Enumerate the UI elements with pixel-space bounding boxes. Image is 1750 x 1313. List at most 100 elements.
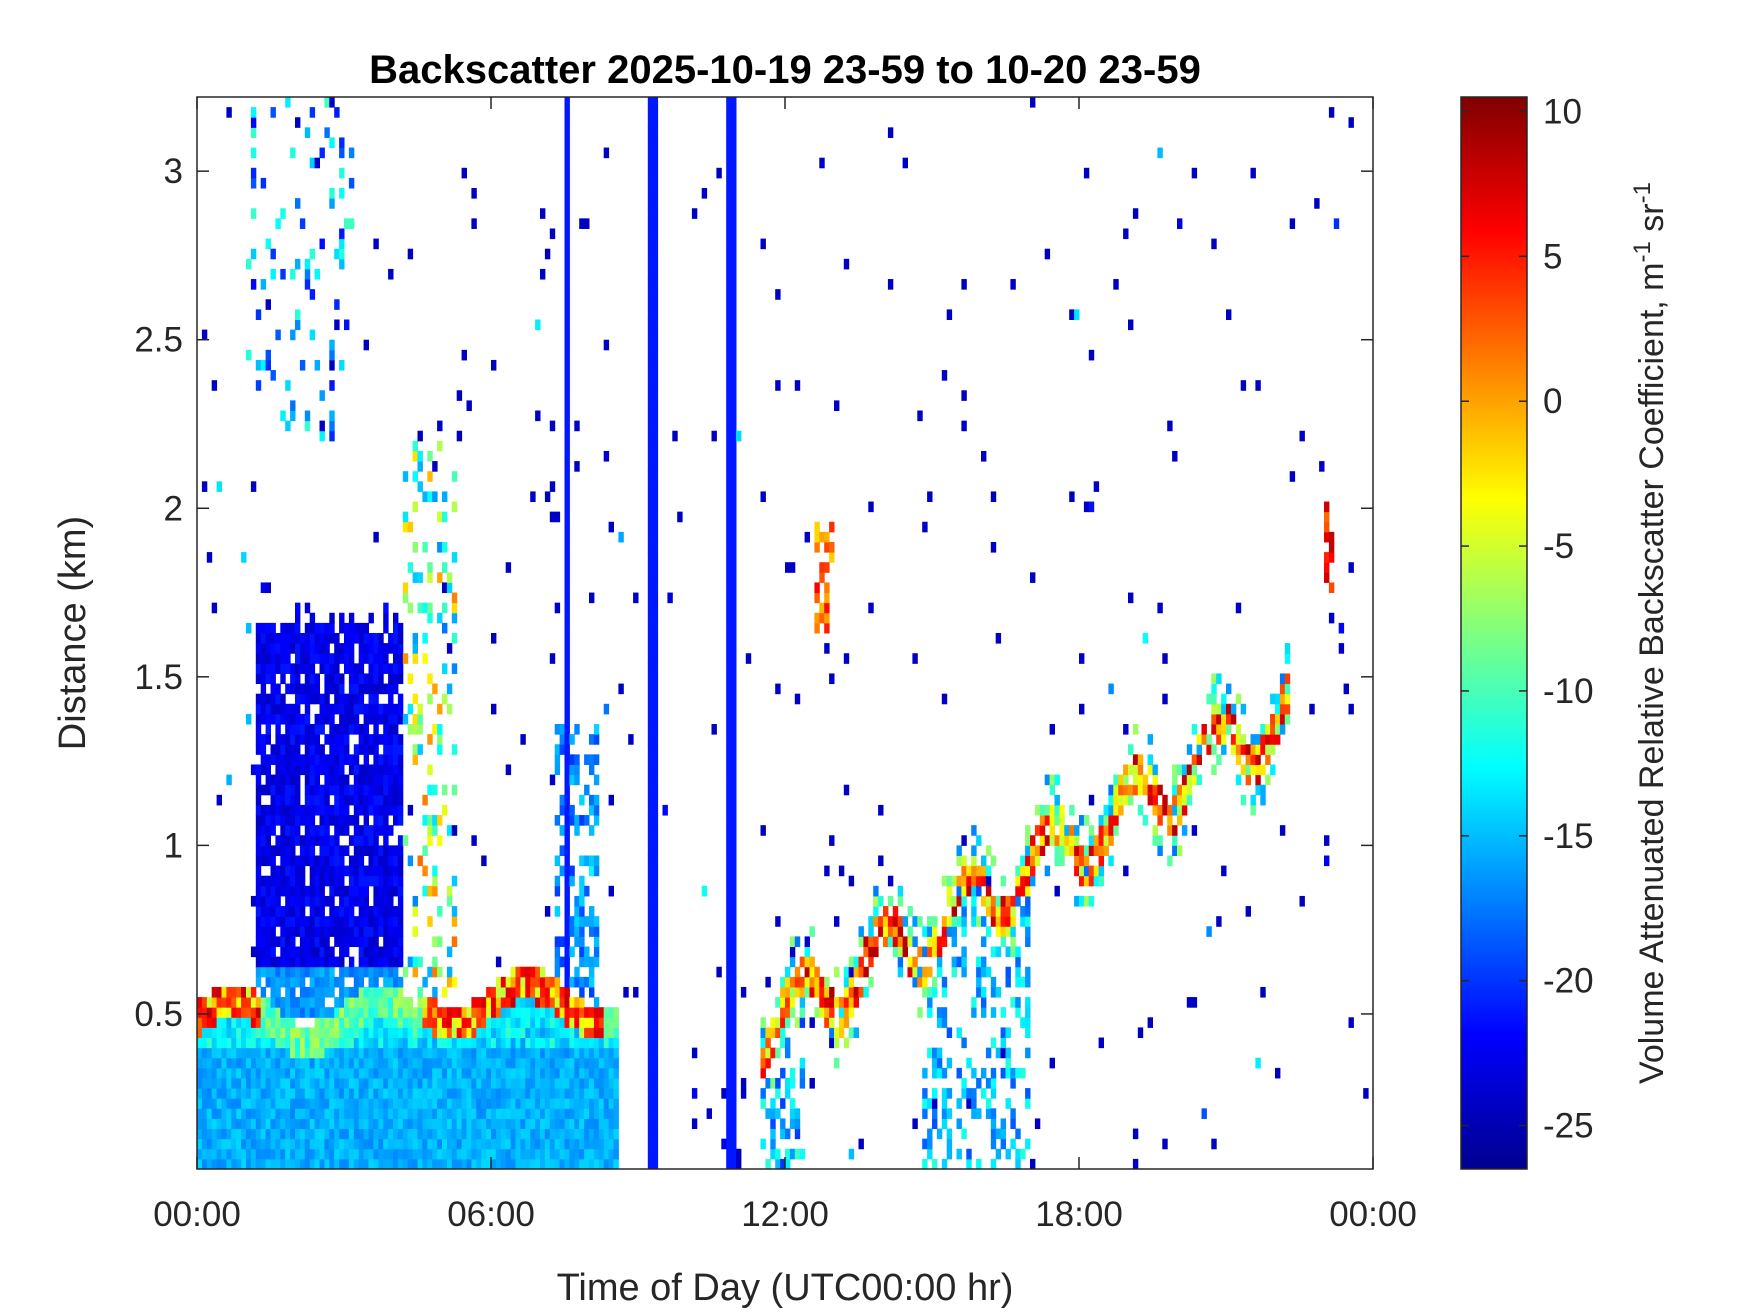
heatmap-cell (530, 1098, 536, 1109)
heatmap-cell (726, 309, 732, 320)
heatmap-cell (760, 491, 766, 503)
heatmap-cell (329, 1108, 335, 1119)
heatmap-cell (402, 521, 409, 533)
heatmap-cell (241, 1007, 247, 1018)
heatmap-cell (319, 1037, 325, 1049)
heatmap-cell (412, 1057, 418, 1069)
heatmap-cell (711, 724, 717, 735)
heatmap-cell (383, 734, 389, 745)
heatmap-cell (731, 1118, 737, 1130)
heatmap-cell (564, 1088, 570, 1099)
heatmap-cell (353, 1088, 360, 1099)
heatmap-cell (608, 1158, 614, 1169)
heatmap-cell (216, 986, 222, 998)
heatmap-cell (544, 1007, 551, 1018)
heatmap-cell (1049, 815, 1055, 826)
heatmap-cell (285, 916, 291, 927)
heatmap-cell (1000, 1067, 1006, 1079)
heatmap-cell (427, 1148, 433, 1160)
heatmap-cell (368, 1017, 374, 1028)
heatmap-cell (1005, 906, 1011, 917)
heatmap-cell (407, 562, 414, 573)
heatmap-cell (731, 167, 737, 179)
heatmap-cell (569, 1138, 575, 1150)
heatmap-cell (564, 390, 570, 401)
heatmap-cell (319, 794, 325, 806)
heatmap-cell (368, 734, 374, 745)
heatmap-cell (339, 1098, 345, 1109)
heatmap-cell (799, 1067, 806, 1079)
heatmap-cell (530, 1148, 536, 1160)
heatmap-cell (319, 420, 325, 432)
heatmap-cell (393, 1027, 399, 1039)
heatmap-cell (652, 1098, 659, 1109)
heatmap-cell (280, 653, 286, 664)
heatmap-cell (270, 825, 276, 836)
heatmap-cell (412, 1098, 418, 1109)
heatmap-cell (1250, 794, 1256, 806)
heatmap-cell (246, 1108, 252, 1119)
heatmap-cell (647, 1047, 654, 1059)
heatmap-cell (564, 1138, 570, 1150)
heatmap-cell (378, 1128, 384, 1140)
heatmap-cell (456, 430, 463, 442)
heatmap-cell (393, 936, 399, 948)
heatmap-cell (260, 1128, 267, 1140)
heatmap-cell (393, 744, 399, 755)
heatmap-cell (652, 218, 659, 229)
heatmap-cell (206, 1158, 213, 1169)
heatmap-cell (564, 1057, 570, 1069)
heatmap-cell (589, 1138, 595, 1150)
heatmap-cell (770, 1108, 776, 1119)
heatmap-cell (647, 582, 654, 594)
heatmap-cell (564, 956, 570, 968)
heatmap-cell (731, 582, 737, 594)
heatmap-cell (603, 1067, 610, 1079)
heatmap-cell (662, 804, 668, 816)
heatmap-cell (520, 1098, 526, 1109)
heatmap-cell (491, 1118, 497, 1130)
heatmap-cell (388, 268, 394, 280)
heatmap-cell (927, 926, 933, 937)
heatmap-cell (466, 1067, 472, 1079)
heatmap-cell (520, 1128, 526, 1140)
heatmap-cell (397, 1128, 404, 1140)
heatmap-cell (373, 713, 379, 725)
heatmap-cell (981, 986, 987, 998)
heatmap-cell (932, 1098, 938, 1109)
heatmap-cell (652, 602, 659, 614)
heatmap-cell (976, 835, 982, 846)
heatmap-cell (373, 875, 379, 887)
heatmap-cell (574, 1118, 580, 1130)
heatmap-cell (1147, 764, 1153, 776)
heatmap-cell (1245, 906, 1251, 917)
heatmap-cell (731, 875, 737, 887)
heatmap-cell (290, 875, 296, 887)
heatmap-cell (1289, 471, 1296, 482)
heatmap-cell (319, 1148, 325, 1160)
heatmap-cell (383, 1007, 389, 1018)
heatmap-cell (295, 309, 301, 320)
heatmap-cell (559, 1118, 565, 1130)
heatmap-cell (1098, 865, 1104, 877)
heatmap-cell (270, 683, 276, 695)
heatmap-cell (814, 541, 820, 553)
heatmap-cell (1216, 916, 1222, 927)
heatmap-cell (309, 845, 316, 856)
heatmap-cell (329, 97, 335, 108)
heatmap-cell (280, 1007, 286, 1018)
heatmap-cell (299, 1057, 306, 1069)
heatmap-cell (525, 1118, 531, 1130)
heatmap-cell (1074, 825, 1080, 836)
heatmap-cell (388, 895, 394, 907)
heatmap-cell (353, 1057, 360, 1069)
heatmap-cell (1079, 845, 1085, 856)
heatmap-cell (593, 1088, 600, 1099)
heatmap-cell (334, 815, 340, 826)
heatmap-cell (211, 1128, 218, 1140)
heatmap-cell (285, 906, 291, 917)
heatmap-cell (221, 1098, 227, 1109)
heatmap-cell (373, 976, 379, 988)
heatmap-cell (417, 986, 423, 998)
heatmap-cell (412, 450, 418, 462)
